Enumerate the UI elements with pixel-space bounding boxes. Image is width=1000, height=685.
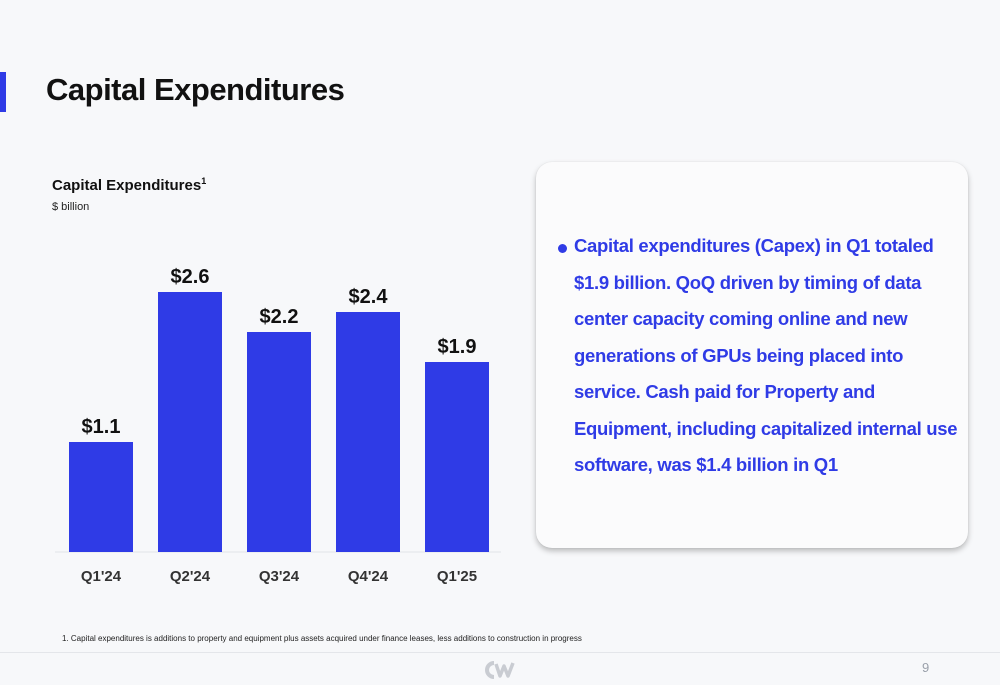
bar-2 <box>247 332 311 552</box>
bar-4 <box>425 362 489 552</box>
data-label-2: $2.2 <box>260 306 299 328</box>
footer-divider <box>0 652 1000 653</box>
page-number: 9 <box>922 660 930 675</box>
title-accent-bar <box>0 72 6 112</box>
x-tick-label-3: Q4'24 <box>348 568 389 585</box>
chart-title-text: Capital Expenditures <box>52 177 202 194</box>
data-label-1: $2.6 <box>171 266 210 288</box>
x-tick-label-1: Q2'24 <box>170 568 211 585</box>
chart-unit-label: $ billion <box>52 201 90 213</box>
page-title: Capital Expenditures <box>46 72 345 107</box>
chart-title: Capital Expenditures1 <box>52 176 206 194</box>
data-label-0: $1.1 <box>82 416 121 438</box>
commentary-card: Capital expenditures (Capex) in Q1 total… <box>536 162 968 548</box>
commentary-text: Capital expenditures (Capex) in Q1 total… <box>574 235 958 475</box>
data-label-3: $2.4 <box>349 286 389 308</box>
footnote: 1. Capital expenditures is additions to … <box>62 634 582 643</box>
capex-bar-chart: $1.1 Q1'24 $2.6 Q2'24 $2.2 Q3'24 $2.4 Q4'24 $1.9… <box>55 266 501 585</box>
data-label-4: $1.9 <box>438 336 477 358</box>
bar-0 <box>69 442 133 552</box>
company-logo-icon <box>484 660 516 685</box>
bullet-icon <box>558 244 567 253</box>
x-tick-label-4: Q1'25 <box>437 568 477 585</box>
x-tick-label-2: Q3'24 <box>259 568 300 585</box>
chart-title-footnote-marker: 1 <box>201 176 207 186</box>
bar-1 <box>158 292 222 552</box>
x-tick-label-0: Q1'24 <box>81 568 122 585</box>
bar-3 <box>336 312 400 552</box>
